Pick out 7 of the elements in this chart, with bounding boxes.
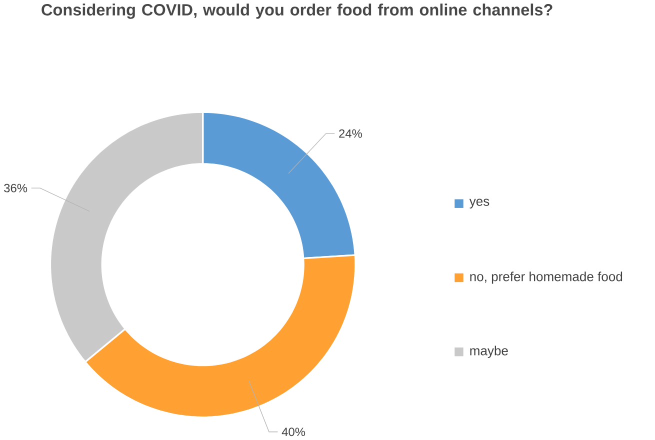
data-label: 40% — [282, 428, 306, 436]
data-label: 24% — [339, 129, 362, 138]
legend-label: no, prefer homemade food — [470, 272, 622, 284]
data-label: 36% — [4, 184, 28, 192]
chart-title: Considering COVID, would you order food from online channels? — [42, 4, 552, 20]
legend-label: yes — [469, 198, 490, 209]
legend-label: maybe — [470, 346, 508, 358]
